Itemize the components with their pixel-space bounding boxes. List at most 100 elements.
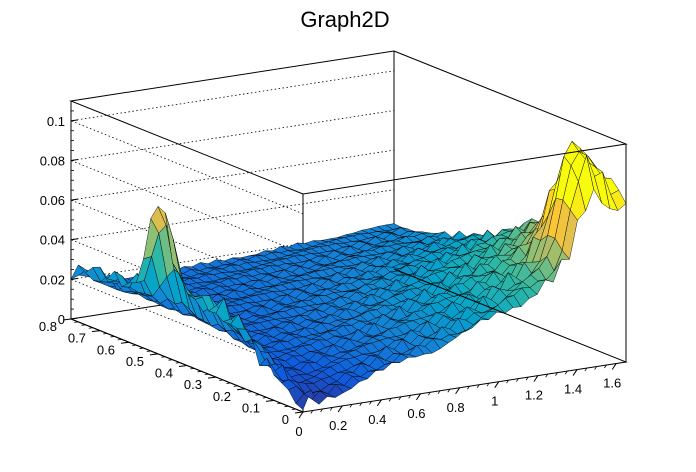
x-minor-tick xyxy=(613,363,617,367)
z-tick-label: 0.08 xyxy=(40,153,65,168)
z-tick-label: 0.04 xyxy=(40,233,65,248)
x-minor-tick xyxy=(564,370,568,375)
z-tick-label: 0.02 xyxy=(40,272,65,287)
x-minor-tick xyxy=(339,405,343,410)
y-tick-label: 0 xyxy=(282,412,289,427)
x-minor-tick xyxy=(535,375,539,379)
surface-mesh xyxy=(70,140,627,411)
z-tick-label: 0.06 xyxy=(40,193,65,208)
y-tick-label: 0.6 xyxy=(97,342,115,357)
y-minor-tick xyxy=(219,379,224,381)
x-tick-mark xyxy=(298,411,304,419)
x-minor-tick xyxy=(427,392,431,396)
x-tick-label: 1.2 xyxy=(525,388,543,403)
x-tick-label: 0.6 xyxy=(407,406,425,421)
y-minor-tick xyxy=(175,362,180,364)
chart-title: Graph2D xyxy=(300,7,389,32)
y-minor-tick xyxy=(74,321,79,323)
y-tick-label: 0.5 xyxy=(126,354,144,369)
x-minor-tick xyxy=(349,404,353,408)
x-minor-tick xyxy=(330,407,333,411)
x-minor-tick xyxy=(604,364,607,369)
y-minor-tick xyxy=(233,385,238,387)
y-minor-tick xyxy=(248,391,253,393)
y-minor-tick xyxy=(226,382,231,384)
surface-patch xyxy=(610,189,627,211)
x-tick-label: 1.4 xyxy=(564,382,582,397)
x-tick-label: 0 xyxy=(295,424,302,439)
y-minor-tick xyxy=(269,399,275,402)
x-minor-tick xyxy=(418,393,421,398)
y-minor-tick xyxy=(146,350,151,352)
z-gridline xyxy=(69,110,395,254)
y-tick-label: 0.1 xyxy=(242,400,260,415)
y-minor-tick xyxy=(95,330,101,332)
x-minor-tick xyxy=(378,399,382,404)
y-tick-label: 0.8 xyxy=(39,319,57,334)
y-minor-tick xyxy=(211,376,217,379)
y-minor-tick xyxy=(204,373,209,376)
y-tick-label: 0.3 xyxy=(184,377,202,392)
y-minor-tick xyxy=(255,394,260,396)
x-minor-tick xyxy=(486,382,490,387)
y-tick-label: 0.2 xyxy=(213,389,231,404)
x-minor-tick xyxy=(437,390,441,395)
z-tick-label: 0 xyxy=(58,312,65,327)
x-tick-label: 0.2 xyxy=(329,418,347,433)
x-tick-label: 1.6 xyxy=(603,376,621,391)
y-minor-tick xyxy=(132,344,137,347)
y-minor-tick xyxy=(190,368,195,370)
x-minor-tick xyxy=(476,384,480,388)
x-minor-tick xyxy=(506,379,509,384)
x-minor-tick xyxy=(574,369,578,373)
x-minor-tick xyxy=(408,395,411,399)
y-minor-tick xyxy=(88,327,93,329)
y-tick-mark xyxy=(62,318,72,321)
y-minor-tick xyxy=(284,405,289,408)
y-minor-tick xyxy=(197,370,202,373)
x-minor-tick xyxy=(447,389,451,393)
y-minor-tick xyxy=(153,353,159,355)
x-minor-tick xyxy=(369,401,372,405)
y-minor-tick xyxy=(168,359,173,361)
x-minor-tick xyxy=(545,373,549,378)
y-minor-tick xyxy=(291,408,296,410)
axis-ticks: 0 0.02 0.04 0.06 0.08 0.1 0 0.2 0.4 0.6 0.8 1 1.2 1.4… xyxy=(39,110,621,439)
y-tick-mark xyxy=(294,411,304,414)
x-minor-tick xyxy=(398,396,402,401)
x-minor-tick xyxy=(555,372,558,376)
z-gridline xyxy=(69,70,395,215)
y-minor-tick xyxy=(103,333,108,335)
y-minor-tick xyxy=(81,324,86,326)
x-minor-tick xyxy=(594,366,597,370)
top-front-edges xyxy=(302,50,628,195)
y-minor-tick xyxy=(240,388,246,390)
y-minor-tick xyxy=(117,338,122,341)
y-minor-tick xyxy=(139,347,144,349)
top-back-edges xyxy=(69,50,395,195)
x-minor-tick xyxy=(388,398,392,402)
x-minor-tick xyxy=(467,386,470,390)
y-minor-tick xyxy=(277,402,282,405)
x-minor-tick xyxy=(516,378,519,382)
y-minor-tick xyxy=(124,341,130,344)
x-minor-tick xyxy=(525,376,529,381)
y-minor-tick xyxy=(182,365,188,367)
x-minor-tick xyxy=(457,387,460,391)
x-tick-label: 1 xyxy=(491,394,498,409)
x-minor-tick xyxy=(310,410,314,414)
x-minor-tick xyxy=(320,408,323,413)
x-minor-tick xyxy=(584,367,588,372)
y-tick-label: 0.7 xyxy=(68,331,86,346)
x-minor-tick xyxy=(359,402,363,407)
x-tick-label: 0.8 xyxy=(447,400,465,415)
y-tick-label: 0.4 xyxy=(155,366,173,381)
z-tick-label: 0.1 xyxy=(47,114,65,129)
z-tick-mark xyxy=(70,317,79,320)
x-tick-label: 0.4 xyxy=(368,412,386,427)
y-minor-tick xyxy=(262,397,267,399)
x-minor-tick xyxy=(496,381,500,385)
y-minor-tick xyxy=(161,356,166,358)
